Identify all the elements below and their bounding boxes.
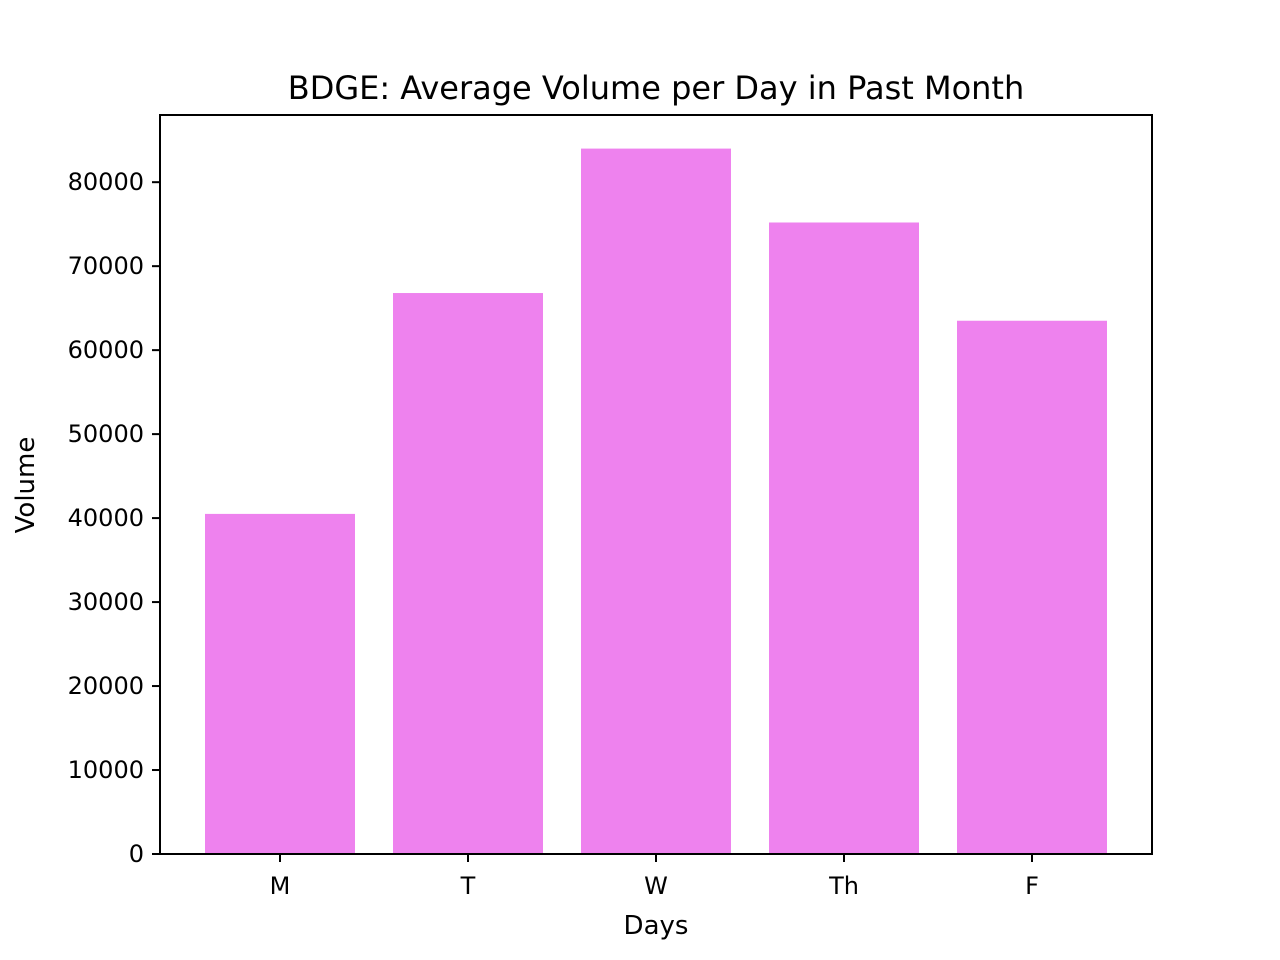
y-tick-label: 70000 xyxy=(68,252,144,280)
y-tick-label: 50000 xyxy=(68,420,144,448)
x-tick-label: Th xyxy=(828,872,859,900)
chart-title: BDGE: Average Volume per Day in Past Mon… xyxy=(288,69,1025,107)
y-tick-label: 0 xyxy=(129,840,144,868)
x-axis: M T W Th F xyxy=(270,854,1039,900)
bar-f xyxy=(957,320,1107,854)
bar-th xyxy=(769,222,919,854)
y-tick-label: 60000 xyxy=(68,336,144,364)
y-tick-label: 40000 xyxy=(68,504,144,532)
x-tick-label: F xyxy=(1025,872,1039,900)
x-tick-label: T xyxy=(460,872,476,900)
bar-w xyxy=(581,148,731,854)
x-tick-label: W xyxy=(644,872,668,900)
y-axis: 0 10000 20000 30000 40000 50000 60000 70000 8000… xyxy=(68,168,160,868)
bars-group xyxy=(205,148,1107,854)
bar-m xyxy=(205,513,355,854)
x-axis-label: Days xyxy=(624,911,689,941)
y-tick-label: 30000 xyxy=(68,588,144,616)
plot-frame xyxy=(159,114,1153,855)
x-tick-label: M xyxy=(270,872,291,900)
y-tick-label: 20000 xyxy=(68,672,144,700)
y-tick-label: 10000 xyxy=(68,756,144,784)
bar-t xyxy=(393,293,543,854)
y-tick-label: 80000 xyxy=(68,168,144,196)
y-axis-label: Volume xyxy=(11,437,41,534)
